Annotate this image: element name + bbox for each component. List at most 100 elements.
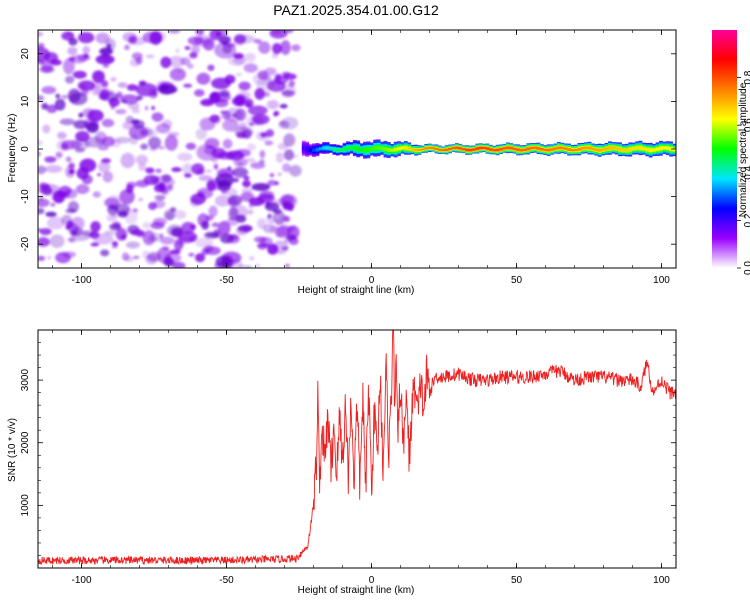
noise-blob [232,168,249,176]
noise-blob [65,75,75,84]
noise-blob [247,209,254,215]
noise-blob [185,142,197,150]
signal-band-cell [611,146,616,150]
signal-band-cell [485,147,490,150]
noise-blob [119,188,135,205]
noise-blob [266,214,276,224]
signal-band-cell [526,147,531,151]
noise-blob [70,54,87,64]
noise-blob [100,53,111,61]
noise-blob [55,150,63,157]
signal-band-cell [427,146,432,149]
noise-blob [149,30,163,45]
noise-blob [244,52,256,62]
signal-band-cell [471,148,476,151]
noise-blob [131,119,140,125]
noise-blob [44,156,57,163]
noise-blob [246,143,256,151]
signal-band-cell [356,146,361,151]
noise-blob [243,175,250,181]
noise-blob [226,188,238,198]
noise-blob [209,114,220,123]
signal-band-cell [631,147,636,151]
snr-y-tick-label: 1000 [20,494,31,517]
snr-x-tick-label: 50 [511,575,523,586]
signal-band-cell [522,148,527,151]
noise-blob [269,172,275,178]
noise-blob [279,103,288,109]
noise-blob [292,154,299,158]
noise-blob [282,163,291,173]
noise-blob [55,93,61,99]
noise-blob [222,138,233,149]
noise-blob [167,30,181,34]
signal-band-cell [567,148,571,152]
signal-band-cell [556,146,561,150]
noise-blob [196,144,217,161]
noise-blob [274,73,282,81]
noise-blob [38,255,46,261]
noise-blob [42,124,51,134]
noise-blob [38,139,43,146]
noise-blob [38,151,41,157]
noise-blob [142,230,156,246]
noise-blob [102,171,113,183]
signal-band-cell [434,147,439,151]
noise-blob [224,107,243,122]
noise-blob [246,157,256,163]
noise-blob [215,255,232,268]
signal-band-cell [570,148,575,152]
noise-blob [222,119,239,132]
noise-blob [142,221,151,229]
noise-blob [120,152,135,169]
noise-blob [115,136,131,144]
noise-blob [49,234,65,248]
noise-blob [38,207,45,215]
noise-blob [44,52,59,63]
snr-x-tick-label: 100 [653,575,670,586]
chart-title: PAZ1.2025.354.01.00.G12 [273,2,439,18]
signal-band-cell [339,148,344,152]
colorbar-label: Normalized spectral amplitude [738,82,749,217]
signal-band-cell [325,146,330,150]
noise-blob [126,84,138,91]
signal-band-cell [499,148,503,151]
noise-blob [285,263,290,268]
noise-blob [124,44,130,51]
noise-blob [50,194,56,201]
signal-band-cell [332,148,337,151]
noise-blob [38,195,44,202]
noise-blob [157,146,165,150]
noise-blob [215,31,223,37]
noise-blob [78,112,83,118]
noise-blob [284,30,294,33]
noise-blob [160,187,168,195]
signal-band-cell [318,147,323,150]
spectrogram-y-tick-label: 0 [20,146,31,152]
noise-blob [41,102,49,110]
spectrogram-y-tick-label: -10 [20,189,31,204]
signal-band-cell [597,148,602,152]
signal-band-cell [461,148,466,151]
noise-blob [91,69,105,79]
signal-band-cell [390,148,395,152]
noise-blob [197,213,210,227]
noise-blob [281,246,289,251]
noise-blob [95,32,110,44]
noise-blob [184,46,191,50]
noise-blob [162,246,170,251]
noise-blob [174,210,187,220]
noise-blob [62,251,76,258]
snr-y-tick-label: 3000 [20,369,31,392]
noise-blob [233,57,247,65]
noise-blob [130,229,145,236]
spectrogram-x-tick-label: 0 [369,275,375,286]
noise-blob [191,163,205,175]
signal-band-cell [618,147,622,152]
signal-band-cell [454,146,459,149]
noise-blob [272,43,282,55]
signal-band-cell [519,148,524,152]
signal-band-cell [546,148,551,152]
noise-blob [205,246,221,255]
noise-blob [226,150,245,161]
